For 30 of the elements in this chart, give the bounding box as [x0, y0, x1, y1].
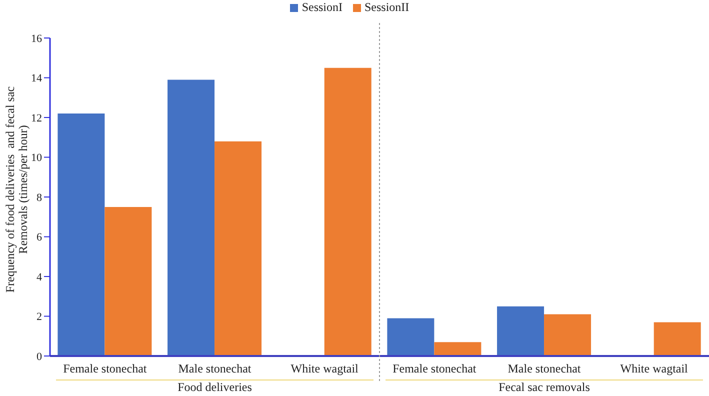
text: Fecal sac removals: [498, 380, 590, 394]
y-tick-label: 10: [31, 152, 42, 164]
y-tick-label: 2: [36, 311, 42, 324]
bar: [497, 306, 544, 356]
x-tick-label: Male stonechat: [508, 362, 582, 376]
x-tick-label: White wagtail: [620, 362, 689, 376]
y-tick-label: 0: [36, 350, 42, 363]
bar: [104, 206, 152, 356]
bar: [168, 80, 215, 356]
y-tick-label: 8: [36, 192, 42, 204]
bar: [214, 141, 262, 356]
legend-label: SessionI: [302, 0, 342, 14]
y-tick-label: 14: [31, 72, 42, 85]
y-tick-label: 12: [31, 112, 42, 124]
bar: [544, 314, 592, 356]
bar: [387, 318, 434, 356]
y-tick-label: 6: [36, 232, 42, 244]
y-axis-title: Frequency of food deliveries and fecal sac Removals (times/per hour): [3, 86, 30, 293]
text: Food deliveries: [178, 380, 252, 394]
x-tick-label: Male stonechat: [178, 362, 252, 376]
bar: [324, 68, 372, 356]
x-tick-label: Female stonechat: [63, 362, 148, 376]
bar: [434, 342, 482, 356]
bar: [58, 114, 105, 356]
y-tick-label: 16: [31, 32, 42, 45]
x-tick-label: White wagtail: [290, 362, 360, 376]
legend-label: SessionII: [364, 0, 410, 14]
x-tick-label: Female stonechat: [392, 362, 477, 376]
y-tick-label: 4: [36, 271, 42, 284]
bar: [654, 322, 701, 356]
